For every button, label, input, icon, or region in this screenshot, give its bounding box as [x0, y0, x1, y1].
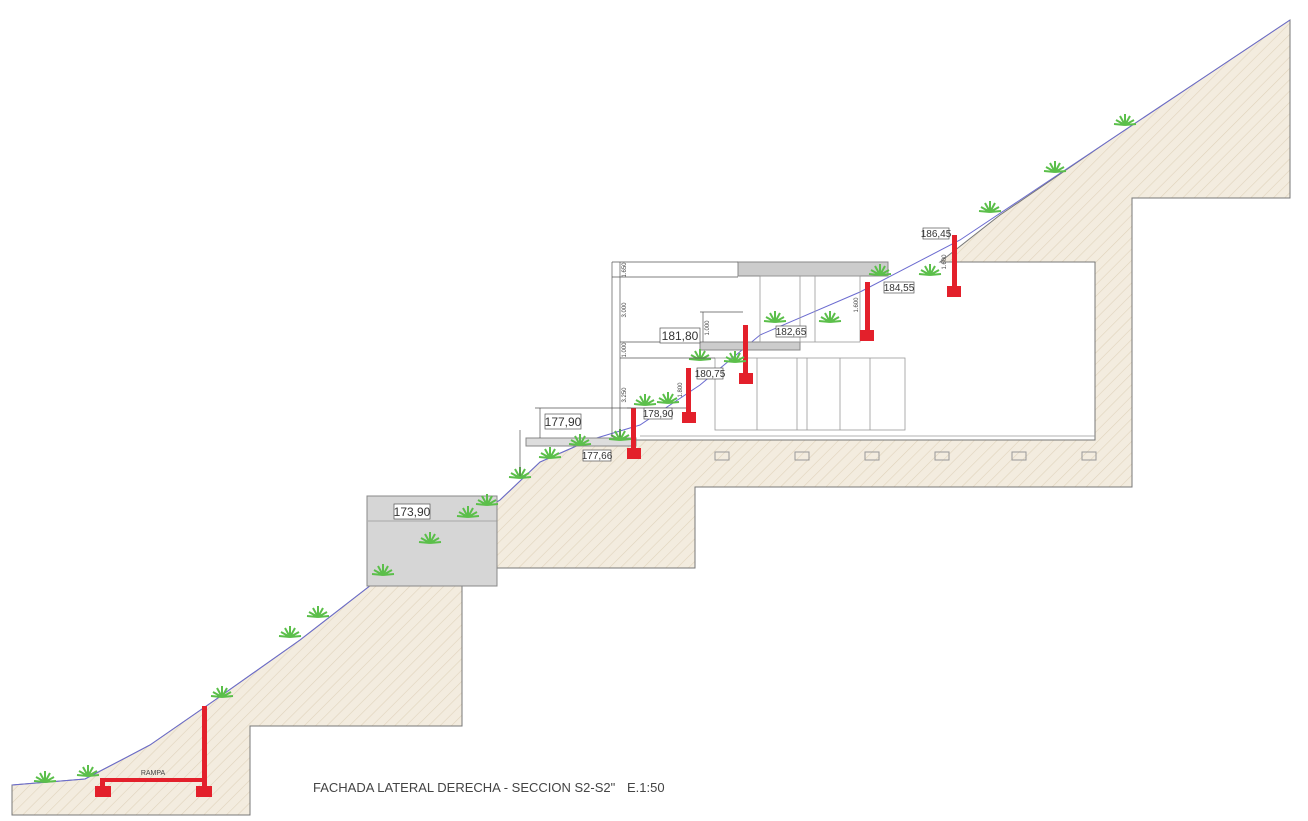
drawing-scale: E.1:50: [627, 780, 665, 795]
drawing-title: FACHADA LATERAL DERECHA - SECCION S2-S2": [313, 780, 616, 795]
slab: [700, 342, 800, 350]
level-label: 184,55: [884, 283, 915, 294]
dimension-label: 1.600: [942, 254, 948, 270]
level-label: 177,66: [582, 451, 613, 462]
dimension-label: 1.000: [622, 342, 628, 358]
ramp-label: RAMPA: [141, 770, 166, 777]
level-label: 178,90: [643, 409, 674, 420]
level-label: 173,90: [394, 505, 431, 519]
dimension-label: 3.000: [622, 302, 628, 318]
level-label: 181,80: [662, 329, 699, 343]
level-label: 186,45: [921, 229, 952, 240]
dimension-label: 1.800: [678, 382, 684, 398]
dimension-label: 1.000: [705, 320, 711, 336]
level-label: 180,75: [695, 369, 726, 380]
slab: [738, 262, 888, 276]
dimension-label: 1.600: [854, 297, 860, 313]
dimension-label: 3.250: [622, 387, 628, 403]
dimension-label: 1.650: [622, 262, 628, 278]
level-label: 182,65: [776, 327, 807, 338]
level-label: 177,90: [545, 415, 582, 429]
section-drawing: 186,45 184,55 182,65 181,80 180,75 178,9…: [0, 0, 1308, 821]
